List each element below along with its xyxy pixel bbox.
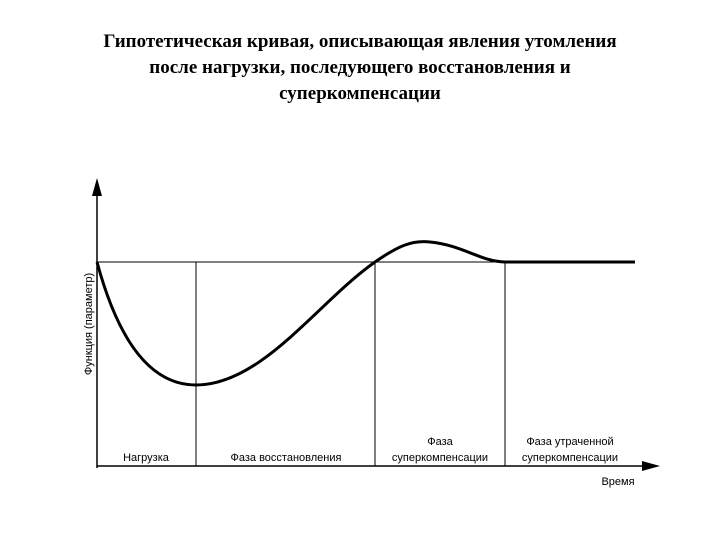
y-axis-label: Функция (параметр): [83, 273, 95, 375]
title-line: после нагрузки, последующего восстановле…: [149, 57, 570, 78]
phase-label: суперкомпенсации: [522, 452, 618, 464]
y-arrow: [92, 178, 102, 196]
x-axis-label: Время: [601, 476, 634, 488]
title-line: Гипотетическая кривая, описывающая явлен…: [103, 31, 616, 52]
phase-label: Нагрузка: [123, 452, 170, 464]
title-line: суперкомпенсации: [279, 83, 441, 104]
axes: [92, 178, 660, 471]
phase-label: суперкомпенсации: [392, 452, 488, 464]
phase-label: Фаза: [427, 436, 453, 448]
phase-label: Фаза восстановления: [231, 452, 342, 464]
x-arrow: [642, 461, 660, 471]
curve: [95, 240, 635, 387]
phase-label: Фаза утраченной: [526, 436, 613, 448]
